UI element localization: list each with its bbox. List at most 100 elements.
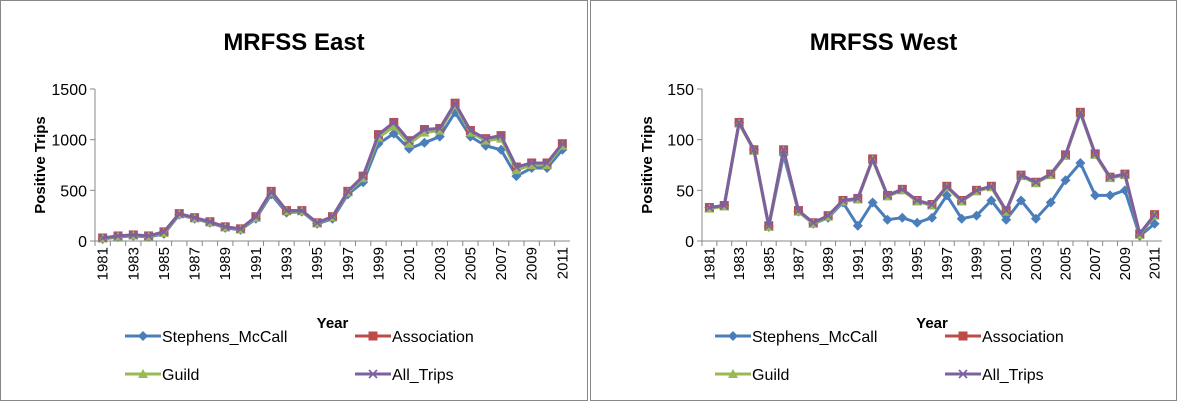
marker <box>389 117 399 128</box>
legend-label: Stephens_McCall <box>752 329 877 346</box>
marker <box>373 130 384 140</box>
marker <box>98 233 108 243</box>
marker <box>465 125 475 136</box>
x-tick-label: 2005 <box>462 247 479 280</box>
x-tick-label: 1987 <box>187 247 204 280</box>
x-tick-label: 1983 <box>731 247 748 280</box>
x-tick-label: 1991 <box>248 247 265 280</box>
marker <box>343 186 353 196</box>
marker <box>419 137 430 148</box>
marker <box>1075 157 1086 168</box>
marker <box>957 195 967 206</box>
y-axis-label: Positive Trips <box>639 116 656 214</box>
marker <box>912 195 922 206</box>
y-tick-label: 0 <box>78 234 87 251</box>
marker <box>527 158 537 168</box>
marker <box>404 138 415 148</box>
marker <box>867 197 878 208</box>
marker <box>388 121 399 131</box>
x-tick-label: 2009 <box>1117 247 1134 280</box>
marker <box>1105 190 1116 201</box>
marker <box>1120 169 1130 179</box>
marker <box>882 214 893 225</box>
marker <box>868 154 878 164</box>
marker <box>823 211 833 221</box>
marker <box>1105 172 1115 182</box>
y-tick-label: 150 <box>667 82 694 99</box>
chart-panel <box>590 0 1177 401</box>
marker <box>1135 229 1145 239</box>
marker <box>1060 150 1071 160</box>
marker <box>1046 169 1056 179</box>
x-tick-label: 1989 <box>217 247 234 280</box>
marker <box>327 212 338 222</box>
legend-label: All_Trips <box>982 367 1044 384</box>
x-axis-label: Year <box>916 315 948 332</box>
x-tick-label: 1997 <box>340 247 357 280</box>
marker <box>511 165 522 175</box>
chart-title: MRFSS West <box>810 29 958 56</box>
marker <box>1090 149 1100 159</box>
marker <box>511 162 521 172</box>
chart-title: MRFSS East <box>223 29 364 56</box>
marker <box>793 206 804 216</box>
marker <box>419 124 430 135</box>
x-tick-label: 1999 <box>969 247 986 280</box>
marker <box>927 212 937 223</box>
marker <box>496 144 507 155</box>
marker <box>1031 177 1041 187</box>
marker <box>941 190 952 201</box>
x-tick-label: 2007 <box>493 247 510 280</box>
marker <box>128 230 138 240</box>
marker <box>297 206 307 216</box>
marker <box>764 221 774 231</box>
x-tick-label: 1987 <box>790 247 807 280</box>
marker <box>138 331 148 341</box>
marker <box>1075 107 1085 117</box>
marker <box>734 117 744 128</box>
x-tick-label: 1991 <box>850 247 867 280</box>
x-tick-label: 2011 <box>1147 247 1164 279</box>
x-tick-label: 2007 <box>1087 247 1104 280</box>
x-tick-label: 1997 <box>939 247 956 280</box>
x-tick-label: 1985 <box>761 247 778 280</box>
x-tick-label: 2001 <box>401 247 418 280</box>
marker <box>912 217 923 228</box>
marker <box>942 181 952 191</box>
marker <box>1016 170 1026 180</box>
marker <box>312 218 322 228</box>
x-tick-label: 1981 <box>95 247 112 280</box>
marker <box>1090 190 1101 201</box>
marker <box>251 212 261 222</box>
x-tick-label: 1995 <box>909 247 926 280</box>
marker <box>450 98 460 108</box>
marker <box>496 131 506 141</box>
marker <box>897 212 908 223</box>
marker <box>838 195 848 206</box>
y-axis-label: Positive Trips <box>32 116 49 214</box>
marker <box>1016 195 1027 206</box>
marker <box>986 181 996 191</box>
marker <box>138 369 148 378</box>
y-tick-label: 0 <box>685 234 694 251</box>
marker <box>368 331 378 341</box>
marker <box>704 202 714 213</box>
marker <box>542 160 553 169</box>
x-tick-label: 1989 <box>820 247 837 280</box>
marker <box>159 227 169 237</box>
marker <box>971 210 982 221</box>
marker <box>358 171 368 181</box>
x-tick-label: 2003 <box>1028 247 1045 280</box>
marker <box>808 218 818 228</box>
x-tick-label: 2001 <box>998 247 1015 280</box>
marker <box>368 369 378 379</box>
x-tick-label: 1999 <box>370 247 387 280</box>
marker <box>174 209 184 219</box>
y-tick-label: 500 <box>60 183 87 200</box>
marker <box>266 186 276 196</box>
marker <box>434 125 445 135</box>
x-axis-label: Year <box>317 315 349 332</box>
marker <box>958 331 968 341</box>
